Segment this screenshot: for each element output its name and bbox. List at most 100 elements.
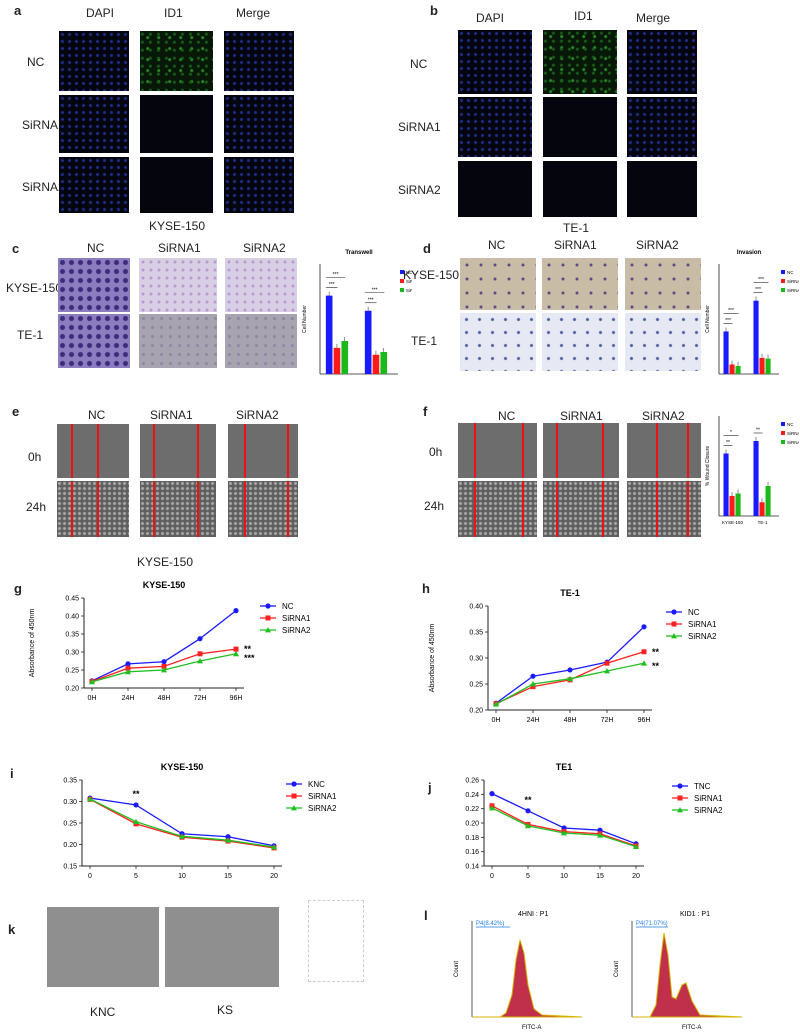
col-label: NC (498, 409, 516, 423)
panel-letter-h: h (422, 581, 430, 596)
invasion-image (542, 313, 618, 371)
data-point (677, 795, 683, 801)
bar (765, 486, 771, 516)
histogram-2: KID1 : P1 P4(71.07%) FITC-A Count (614, 911, 743, 1031)
legend-label: SiRNA1 (787, 431, 799, 436)
legend-label: SiRNA1 (406, 279, 412, 284)
panel-letter-e: e (12, 404, 20, 419)
legend-label: SiRNA1 (694, 794, 723, 803)
wound-image (627, 481, 701, 537)
sig-label: ** (652, 661, 660, 671)
wound-image (228, 481, 298, 537)
x-tick-label: 0 (490, 873, 494, 880)
data-point (161, 663, 167, 669)
legend-swatch (781, 270, 785, 274)
data-point (233, 650, 239, 657)
data-point (291, 805, 297, 811)
x-tick-label: 0 (88, 873, 92, 880)
transwell-image (225, 314, 297, 368)
data-point (125, 665, 131, 671)
col-label: ID1 (574, 9, 593, 23)
y-tick-label: 0.26 (465, 778, 479, 785)
y-tick-label: 0.30 (469, 656, 483, 663)
row-label: SiRNA2 (398, 183, 441, 197)
chart-title: KYSE-150 (161, 762, 204, 772)
panel-letter-c: c (12, 241, 20, 256)
sig-label: *** (758, 277, 764, 283)
row-label: SiRNA1 (22, 118, 65, 132)
row-label: KYSE-150 (6, 281, 63, 295)
y-tick-label: 0.18 (465, 835, 479, 842)
bar (325, 295, 333, 374)
wound-image (57, 481, 129, 537)
wound-image (458, 423, 537, 478)
sig-label: * (730, 430, 732, 436)
microscopy-image (59, 157, 129, 213)
bar (333, 347, 341, 374)
y-tick-label: 0.22 (465, 806, 479, 813)
bar (723, 331, 729, 374)
chart-title: KYSE-150 (143, 580, 186, 590)
data-point (641, 660, 647, 666)
bar (759, 502, 765, 516)
panel-letter-i: i (10, 766, 14, 781)
sig-label: *** (244, 653, 255, 663)
legend-swatch (781, 279, 785, 283)
bar (341, 341, 349, 374)
legend-label: NC (282, 602, 294, 611)
invasion-image (460, 258, 536, 310)
microscopy-image (627, 161, 697, 217)
legend-label: SiRNA2 (694, 806, 723, 815)
y-tick-label: 0.24 (465, 792, 479, 799)
microscopy-image (140, 95, 213, 153)
data-point (530, 673, 536, 679)
x-tick-label: 10 (560, 873, 568, 880)
sig-label: *** (333, 272, 339, 278)
data-point (133, 818, 139, 825)
transwell-image (58, 314, 130, 368)
phase-contrast-image (165, 907, 279, 987)
legend-label: SiRNA1 (688, 620, 717, 629)
microscopy-image (458, 30, 532, 94)
flow-histograms: 4HNI : P1 P4(8.42%) FITC-A Count KID1 : … (454, 911, 743, 1031)
data-point (671, 609, 677, 615)
microscopy-image (140, 157, 213, 213)
row-label: TE-1 (411, 334, 438, 348)
y-tick-label: 0.25 (469, 682, 483, 689)
data-point (233, 646, 239, 652)
data-point (525, 822, 531, 829)
line-chart-proliferation-kyse150: KYSE-150 Absorbance of 450nm 0.20 0.25 0.30 0… (29, 580, 311, 702)
row-label: NC (27, 55, 45, 69)
microscopy-image (140, 31, 213, 91)
x-tick-label: 0H (492, 717, 501, 724)
data-point (161, 659, 167, 665)
data-point (197, 658, 203, 664)
data-point (291, 793, 297, 799)
bar (729, 496, 735, 516)
y-tick-label: 0.40 (65, 614, 79, 621)
microscopy-image (543, 97, 617, 157)
transwell-image (139, 314, 217, 368)
x-tick-label: 24H (122, 695, 135, 702)
row-label: NC (410, 57, 428, 71)
col-label: NC (88, 408, 106, 422)
y-tick-label: 0.14 (465, 864, 479, 871)
data-point (525, 808, 531, 814)
chart-title: TE-1 (560, 588, 580, 598)
legend-label: TNC (694, 782, 711, 791)
data-point (677, 783, 683, 789)
data-point (567, 667, 573, 673)
data-point (225, 837, 231, 843)
legend-label: KNC (308, 780, 325, 789)
x-tick-label: 10 (178, 873, 186, 880)
panel-letter-j: j (428, 780, 432, 795)
x-tick-label: 20 (270, 873, 278, 880)
legend-swatch (781, 440, 785, 444)
x-tick-label: 5 (526, 873, 530, 880)
x-tick-label: 15 (224, 873, 232, 880)
data-point (677, 807, 683, 813)
row-label: 24h (26, 500, 47, 514)
col-label: SiRNA2 (243, 241, 286, 255)
row-label: SiRNA2 (22, 180, 65, 194)
panel-caption: KYSE-150 (149, 219, 206, 233)
